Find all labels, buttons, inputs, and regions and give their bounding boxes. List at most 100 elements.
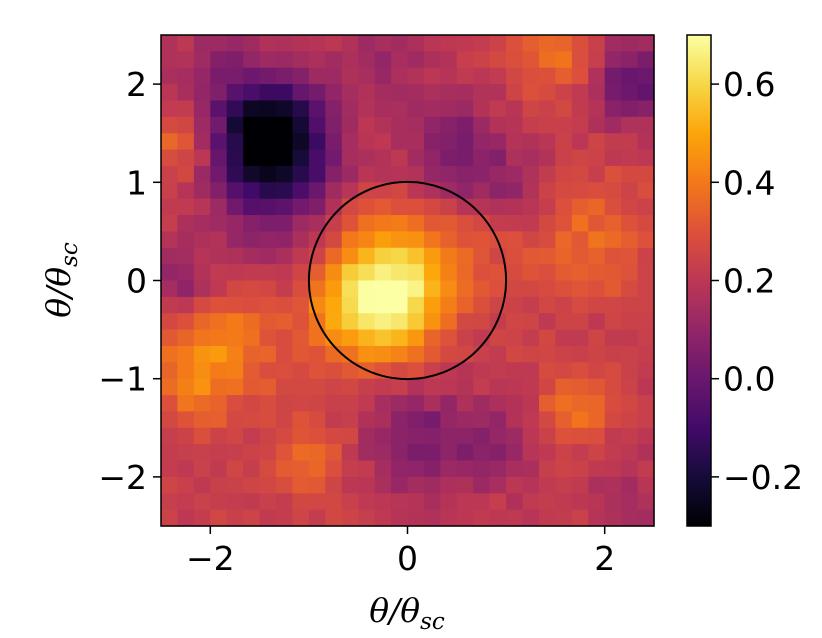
heatmap-cell [555, 215, 573, 232]
heatmap-cell [489, 100, 507, 118]
colorbar-tick-label: 0.4 [723, 163, 775, 202]
heatmap-cell [621, 411, 639, 429]
heatmap-cell [489, 362, 507, 380]
heatmap-cell [292, 35, 310, 52]
heatmap-cell [407, 378, 425, 396]
colorbar-tick-label: 0.6 [723, 65, 775, 104]
heatmap-cell [292, 476, 310, 494]
heatmap-cell [325, 493, 343, 511]
heatmap-cell [391, 231, 409, 249]
heatmap-cell [358, 280, 376, 298]
heatmap-cell [456, 460, 474, 478]
heatmap-cell [637, 476, 655, 494]
heatmap-cell [341, 329, 359, 347]
heatmap-cell [440, 35, 458, 52]
heatmap-cell [604, 182, 622, 200]
heatmap-cell [506, 247, 524, 265]
heatmap-cell [506, 51, 524, 69]
heatmap-cell [637, 100, 655, 118]
heatmap-cell [473, 427, 491, 445]
heatmap-cell [292, 231, 310, 249]
heatmap-cell [276, 264, 294, 282]
heatmap-cell [210, 444, 228, 462]
heatmap-cell [473, 509, 491, 527]
heatmap-cell [391, 198, 409, 216]
heatmap-cell [177, 67, 195, 85]
heatmap-cell [407, 247, 425, 265]
heatmap-cell [391, 329, 409, 347]
heatmap-cell [193, 198, 211, 216]
heatmap-cell [571, 280, 589, 298]
heatmap-cell [161, 378, 179, 396]
heatmap-cell [308, 35, 326, 52]
heatmap-cell [621, 444, 639, 462]
heatmap-cell [177, 427, 195, 445]
heatmap-cell [374, 247, 392, 265]
heatmap-cell [456, 444, 474, 462]
heatmap-cell [259, 427, 277, 445]
heatmap-cell [588, 313, 606, 331]
heatmap-cell [571, 133, 589, 151]
heatmap-cell [341, 247, 359, 265]
heatmap-cell [210, 509, 228, 527]
heatmap-cell [440, 67, 458, 85]
heatmap-cell [440, 313, 458, 331]
heatmap-cell [374, 444, 392, 462]
heatmap-cell [177, 215, 195, 232]
heatmap-cell [161, 444, 179, 462]
heatmap-cell [473, 493, 491, 511]
heatmap-cell [210, 149, 228, 167]
heatmap-cell [604, 198, 622, 216]
heatmap-cell [259, 460, 277, 478]
heatmap-cell [259, 67, 277, 85]
heatmap-cell [506, 280, 524, 298]
heatmap-cell [325, 149, 343, 167]
heatmap-cell [358, 100, 376, 118]
heatmap-cell [538, 411, 556, 429]
heatmap-cell [571, 264, 589, 282]
heatmap-cell [604, 116, 622, 134]
heatmap-cell [193, 215, 211, 232]
heatmap-cell [161, 182, 179, 200]
heatmap-cell [374, 378, 392, 396]
heatmap-cell [226, 182, 244, 200]
heatmap-cell [571, 444, 589, 462]
heatmap-cell [259, 345, 277, 363]
heatmap-cell [243, 345, 261, 363]
heatmap-cell [391, 116, 409, 134]
heatmap-cell [621, 165, 639, 183]
heatmap-cell [440, 493, 458, 511]
heatmap-cell [621, 476, 639, 494]
heatmap-cell [456, 35, 474, 52]
heatmap-cell [473, 395, 491, 413]
heatmap-cell [423, 476, 441, 494]
heatmap-cell [538, 198, 556, 216]
heatmap-cell [292, 427, 310, 445]
heatmap-cell [292, 378, 310, 396]
heatmap-cell [374, 264, 392, 282]
heatmap-cell [522, 133, 540, 151]
heatmap-cell [391, 444, 409, 462]
heatmap-cell [177, 116, 195, 134]
heatmap-cell [538, 329, 556, 347]
heatmap-cell [423, 378, 441, 396]
heatmap-cell [588, 264, 606, 282]
heatmap-cell [423, 231, 441, 249]
heatmap-cell [473, 247, 491, 265]
heatmap-cell [522, 313, 540, 331]
heatmap-cell [276, 100, 294, 118]
heatmap-cell [522, 329, 540, 347]
heatmap-cell [391, 280, 409, 298]
heatmap-cell [621, 427, 639, 445]
heatmap-cell [243, 378, 261, 396]
heatmap-cell [226, 362, 244, 380]
heatmap-cell [341, 67, 359, 85]
heatmap-cell [177, 345, 195, 363]
heatmap-cell [555, 313, 573, 331]
heatmap-cell [292, 313, 310, 331]
heatmap-cell [177, 231, 195, 249]
heatmap-cell [161, 296, 179, 314]
heatmap-cell [423, 67, 441, 85]
heatmap-cell [506, 444, 524, 462]
heatmap-cell [341, 231, 359, 249]
